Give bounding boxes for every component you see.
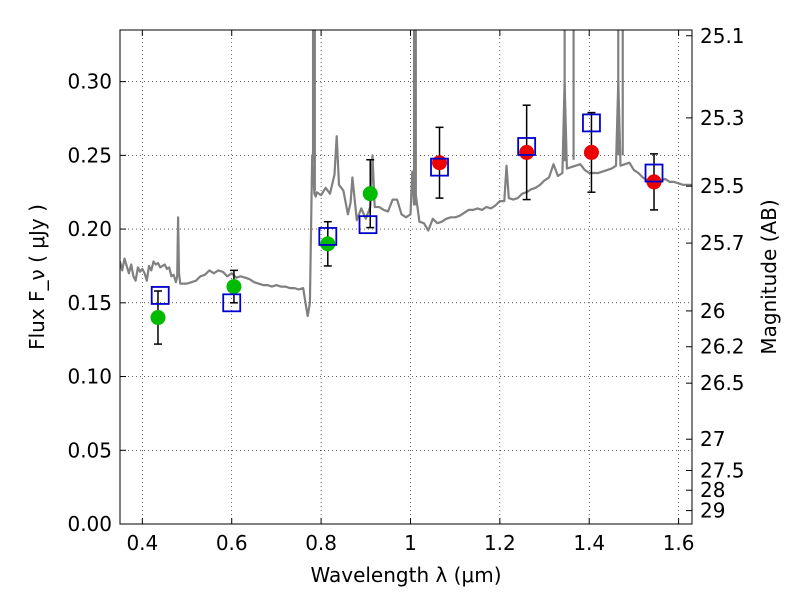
right-tick-label: 28 xyxy=(700,478,725,502)
x-tick-label: 0.8 xyxy=(305,531,337,555)
right-axis-label: Magnitude (AB) xyxy=(757,199,781,354)
data-point xyxy=(432,155,448,171)
data-point xyxy=(320,236,336,252)
spectrum-line xyxy=(120,80,692,318)
model-point xyxy=(517,137,537,156)
y-tick-label: 0.10 xyxy=(67,365,112,389)
right-tick-label: 25.3 xyxy=(700,106,745,130)
y-tick-label: 0.00 xyxy=(67,512,112,536)
right-tick-label: 25.1 xyxy=(700,24,745,48)
right-tick-label: 25.5 xyxy=(700,174,745,198)
right-tick-label: 26.2 xyxy=(700,335,745,359)
data-point xyxy=(362,186,378,202)
data-point xyxy=(519,144,535,160)
data-point xyxy=(226,279,242,295)
y-tick-label: 0.05 xyxy=(67,438,112,462)
model-point xyxy=(318,227,338,246)
y-tick-label: 0.30 xyxy=(67,70,112,94)
plot-area xyxy=(120,30,692,345)
right-tick-label: 26.5 xyxy=(700,371,745,395)
x-tick-label: 1.6 xyxy=(663,531,695,555)
x-tick-label: 0.6 xyxy=(216,531,248,555)
model-point xyxy=(430,157,449,177)
data-point xyxy=(150,310,166,326)
model-point xyxy=(358,215,378,235)
right-tick-label: 29 xyxy=(700,499,725,523)
x-tick-label: 0.4 xyxy=(126,531,158,555)
model-point xyxy=(150,286,170,305)
grid xyxy=(120,30,692,525)
x-tick-label: 1.2 xyxy=(484,531,516,555)
right-tick-label: 27.5 xyxy=(700,458,745,482)
y-tick-label: 0.20 xyxy=(67,217,112,241)
model-point xyxy=(222,293,242,313)
plot-frame xyxy=(119,29,693,525)
x-tick-label: 1 xyxy=(404,531,417,555)
y-axis-label: Flux F_ν ( μJy ) xyxy=(25,204,49,350)
axes: 0.4 0.6 0.8 1 1.2 1.4 1.6 0.00 0.05 0.10 0.15 0.20 0… xyxy=(67,24,744,555)
y-tick-label: 0.25 xyxy=(67,143,112,167)
model-point xyxy=(644,163,664,183)
right-tick-label: 25.7 xyxy=(700,231,745,255)
x-axis-label: Wavelength λ (μm) xyxy=(310,563,501,587)
y-tick-label: 0.15 xyxy=(67,291,112,315)
right-tick-label: 27 xyxy=(700,427,725,451)
right-tick-label: 26 xyxy=(700,299,725,323)
data-point xyxy=(583,144,599,160)
x-tick-label: 1.4 xyxy=(573,531,605,555)
model-point xyxy=(582,113,601,133)
